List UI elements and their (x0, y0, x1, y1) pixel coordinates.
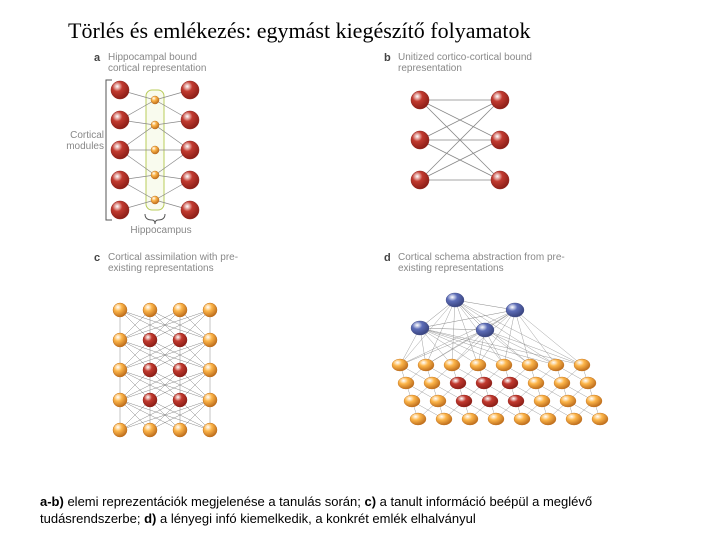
panel-a-diagram (60, 70, 360, 270)
panel-d: d Cortical schema abstraction from pre-e… (360, 250, 660, 450)
panel-b-diagram (360, 70, 660, 270)
panel-c-diagram (60, 270, 360, 470)
panel-b-letter: b (384, 52, 391, 64)
panel-a: a Hippocampal bound cortical representat… (60, 50, 360, 250)
panel-a-letter: a (94, 52, 100, 64)
panel-b: b Unitized cortico-cortical bound repres… (360, 50, 660, 250)
panel-d-letter: d (384, 252, 391, 264)
panel-d-diagram (360, 270, 660, 470)
page-title: Törlés és emlékezés: egymást kiegészítő … (0, 0, 720, 50)
panels-grid: a Hippocampal bound cortical representat… (60, 50, 660, 450)
panel-c-letter: c (94, 252, 100, 264)
caption-text: a-b) elemi reprezentációk megjelenése a … (40, 493, 680, 528)
panel-c: c Cortical assimilation with pre-existin… (60, 250, 360, 450)
